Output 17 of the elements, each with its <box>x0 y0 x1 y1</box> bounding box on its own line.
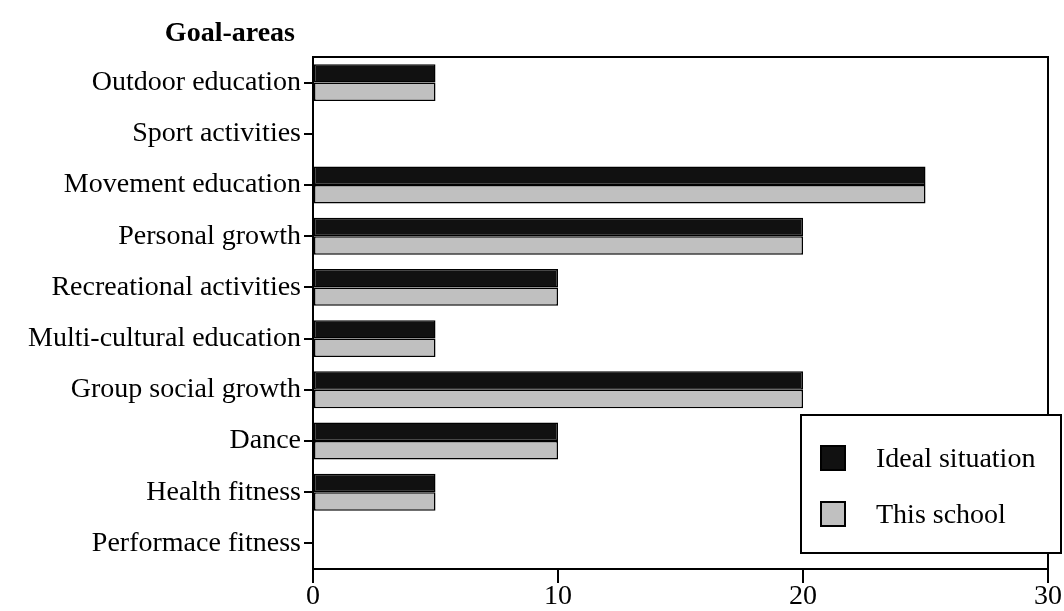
x-tick-label: 10 <box>544 579 572 611</box>
y-tick-label: Sport activities <box>132 116 301 148</box>
y-tick-label: Personal growth <box>118 218 301 250</box>
x-tick-label: 30 <box>1034 579 1062 611</box>
y-tick-label: Movement education <box>63 167 301 199</box>
legend-label: This school <box>876 498 1006 530</box>
x-tick-label: 0 <box>306 579 320 611</box>
y-tick-label: Dance <box>229 423 301 455</box>
y-tick-label: Recreational activities <box>51 269 301 301</box>
y-tick-label: Outdoor education <box>91 64 301 96</box>
x-tick-label: 20 <box>789 579 817 611</box>
y-tick-label: Health fitness <box>146 474 301 506</box>
y-tick-label: Performace fitness <box>91 525 301 557</box>
legend-label: Ideal situation <box>876 442 1036 474</box>
y-tick-label: Multi-cultural education <box>28 320 301 352</box>
y-tick-label: Group social growth <box>70 372 301 404</box>
y-axis-title: Goal-areas <box>164 16 296 47</box>
